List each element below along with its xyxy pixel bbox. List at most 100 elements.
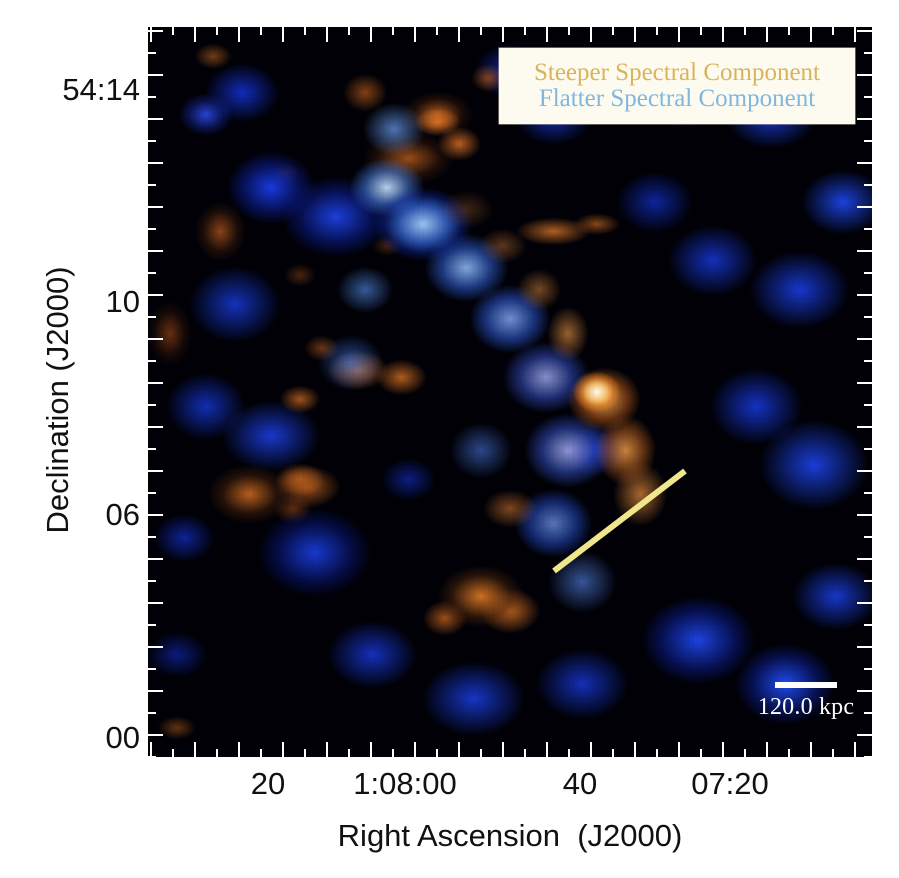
xtick-bottom bbox=[458, 742, 460, 757]
xtick-bottom bbox=[436, 749, 438, 757]
xtick-bottom bbox=[414, 742, 416, 757]
ytick-left bbox=[148, 360, 156, 362]
ytick-right bbox=[857, 162, 872, 164]
ytick-left bbox=[148, 338, 163, 340]
ytick-label-0: 54:14 bbox=[62, 72, 140, 107]
xtick-top bbox=[788, 27, 790, 35]
ytick-right bbox=[864, 624, 872, 626]
xtick-top bbox=[194, 27, 196, 42]
xtick-bottom bbox=[304, 749, 306, 757]
ytick-left bbox=[148, 316, 156, 318]
ytick-right bbox=[864, 184, 872, 186]
ytick-right bbox=[857, 602, 872, 604]
xtick-bottom bbox=[590, 742, 592, 757]
ytick-label-3: 00 bbox=[105, 720, 140, 755]
xtick-top bbox=[590, 27, 592, 42]
xtick-bottom bbox=[656, 749, 658, 757]
xtick-top bbox=[568, 27, 570, 35]
ytick-left bbox=[148, 536, 156, 538]
xtick-top bbox=[766, 27, 768, 42]
xtick-bottom bbox=[744, 749, 746, 757]
xtick-top bbox=[524, 27, 526, 35]
ytick-right bbox=[857, 514, 872, 516]
ytick-label-1: 10 bbox=[105, 284, 140, 319]
xtick-bottom bbox=[194, 742, 196, 757]
ytick-left bbox=[148, 162, 163, 164]
ytick-left bbox=[148, 470, 163, 472]
ytick-left bbox=[148, 712, 156, 714]
xtick-top bbox=[744, 27, 746, 35]
ytick-right bbox=[864, 712, 872, 714]
sky-image-panel[interactable]: Steeper Spectral Component Flatter Spect… bbox=[148, 27, 872, 757]
xtick-bottom bbox=[766, 742, 768, 757]
ytick-left bbox=[148, 624, 156, 626]
xtick-bottom bbox=[546, 742, 548, 757]
xtick-top bbox=[722, 27, 724, 42]
legend-entry-steeper: Steeper Spectral Component bbox=[533, 58, 821, 86]
xtick-top bbox=[480, 27, 482, 35]
xtick-top bbox=[392, 27, 394, 35]
xtick-bottom bbox=[634, 742, 636, 757]
xtick-top bbox=[678, 27, 680, 42]
xtick-top bbox=[546, 27, 548, 42]
ytick-right bbox=[857, 250, 872, 252]
ytick-right bbox=[857, 294, 872, 296]
xtick-top bbox=[172, 27, 174, 35]
xtick-bottom bbox=[370, 742, 372, 757]
ytick-right bbox=[864, 316, 872, 318]
xtick-bottom bbox=[788, 749, 790, 757]
ytick-left bbox=[148, 448, 156, 450]
ytick-right bbox=[857, 382, 872, 384]
xtick-bottom bbox=[854, 742, 856, 757]
ytick-left bbox=[148, 382, 163, 384]
xtick-top bbox=[612, 27, 614, 35]
xtick-label-0: 20 bbox=[250, 766, 286, 801]
xtick-top bbox=[282, 27, 284, 42]
xtick-top bbox=[810, 27, 812, 42]
xtick-top bbox=[370, 27, 372, 42]
ytick-right bbox=[857, 470, 872, 472]
ytick-left bbox=[148, 228, 156, 230]
ytick-right bbox=[864, 756, 872, 757]
legend-entry-flatter: Flatter Spectral Component bbox=[538, 85, 816, 112]
xtick-bottom bbox=[722, 742, 724, 757]
ytick-right bbox=[857, 690, 872, 692]
ytick-right bbox=[864, 52, 872, 54]
xtick-bottom bbox=[480, 749, 482, 757]
pixelation-texture bbox=[148, 27, 872, 757]
ytick-left bbox=[148, 30, 163, 32]
ytick-right bbox=[864, 404, 872, 406]
ytick-right bbox=[864, 536, 872, 538]
xtick-top bbox=[348, 27, 350, 35]
xtick-top bbox=[656, 27, 658, 35]
ytick-left bbox=[148, 272, 156, 274]
ytick-right bbox=[857, 426, 872, 428]
xtick-top bbox=[854, 27, 856, 42]
xtick-bottom bbox=[502, 742, 504, 757]
ytick-left bbox=[148, 52, 156, 54]
scale-bar-label: 120.0 kpc bbox=[757, 694, 855, 720]
ytick-right bbox=[864, 360, 872, 362]
ytick-right bbox=[864, 580, 872, 582]
xtick-bottom bbox=[348, 749, 350, 757]
scale-bar-group: 120.0 kpc bbox=[736, 682, 872, 721]
ytick-left bbox=[148, 74, 163, 76]
ytick-left bbox=[148, 646, 163, 648]
ytick-left bbox=[148, 602, 163, 604]
xtick-bottom bbox=[172, 749, 174, 757]
xtick-bottom bbox=[392, 749, 394, 757]
scale-bar-line bbox=[775, 682, 837, 688]
xtick-top bbox=[634, 27, 636, 42]
steeper-component-emission bbox=[148, 27, 872, 757]
ytick-left bbox=[148, 734, 163, 736]
ytick-left bbox=[148, 118, 163, 120]
xtick-bottom bbox=[678, 742, 680, 757]
xtick-top bbox=[216, 27, 218, 35]
ytick-left bbox=[148, 558, 163, 560]
ytick-left bbox=[148, 580, 156, 582]
ytick-right bbox=[857, 206, 872, 208]
xtick-bottom bbox=[216, 749, 218, 757]
xtick-bottom bbox=[612, 749, 614, 757]
ytick-left bbox=[148, 206, 163, 208]
x-axis-title: Right Ascension (J2000) bbox=[337, 818, 683, 853]
